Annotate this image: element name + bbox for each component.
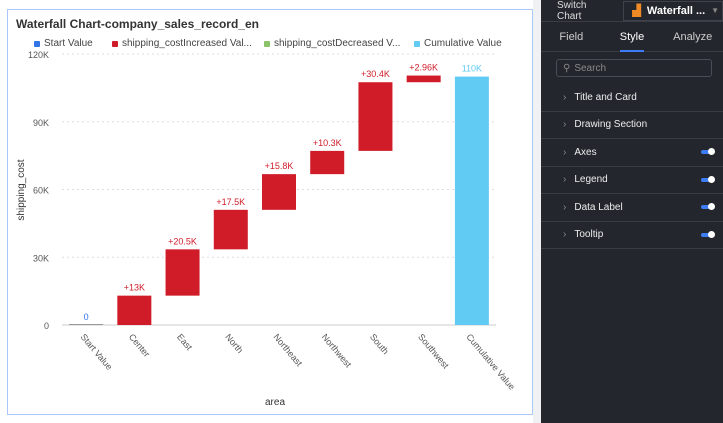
bar-northwest[interactable] <box>310 150 345 175</box>
section-label: Tooltip <box>574 229 604 241</box>
section-label: Data Label <box>574 201 623 213</box>
data-label: +13K <box>124 283 145 293</box>
data-label: +30.4K <box>361 69 390 79</box>
data-label: +20.5K <box>168 236 197 246</box>
bar-cumulative-value[interactable] <box>454 76 489 325</box>
config-panel: Switch Chart ▟ Waterfall ... ▼ Field Style… <box>541 0 723 423</box>
chart-title: Waterfall Chart-company_sales_record_en <box>16 17 259 31</box>
section-axes[interactable]: › Axes <box>541 139 723 167</box>
x-tick-label: Southwest <box>416 332 451 371</box>
data-label: +10.3K <box>313 138 342 148</box>
chevron-right-icon: › <box>563 91 567 103</box>
y-axis-title: shipping_cost <box>16 159 27 220</box>
section-title-and-card[interactable]: › Title and Card <box>541 84 723 112</box>
tab-style[interactable]: Style <box>602 22 663 52</box>
section-label: Drawing Section <box>574 119 648 131</box>
bar-east[interactable] <box>165 249 200 296</box>
legend-label: Start Value <box>44 38 93 49</box>
x-tick-label: Center <box>127 332 152 359</box>
bar-southwest[interactable] <box>406 75 441 83</box>
chart-card: Waterfall Chart-company_sales_record_en … <box>7 9 533 415</box>
y-tick-label: 0 <box>44 321 49 331</box>
search-input[interactable]: ⚲ Search <box>556 59 712 77</box>
chevron-right-icon: › <box>563 201 567 213</box>
section-tooltip[interactable]: › Tooltip <box>541 222 723 249</box>
waterfall-chart: 0 30K 60K 90K 120K 0 Start Value +13K Center +20.… <box>16 50 517 408</box>
toggle-switch[interactable] <box>701 148 715 156</box>
switch-chart-label: Switch Chart <box>557 0 587 22</box>
x-tick-label: South <box>368 332 391 356</box>
section-legend[interactable]: › Legend <box>541 167 723 194</box>
section-label: Title and Card <box>574 91 637 103</box>
tab-analyze[interactable]: Analyze <box>673 30 713 43</box>
chart-type-select[interactable]: ▟ Waterfall ... ▼ <box>623 0 723 21</box>
legend-marker <box>112 40 118 47</box>
tab-field[interactable]: Field <box>559 30 584 43</box>
data-label: +2.96K <box>409 63 438 73</box>
legend-decreased[interactable]: shipping_costDecreased V... <box>264 38 400 49</box>
data-label: 110K <box>462 64 482 74</box>
bar-northeast[interactable] <box>262 174 296 210</box>
legend-increased[interactable]: shipping_costIncreased Val... <box>112 38 252 49</box>
legend-label: shipping_costDecreased V... <box>274 38 401 49</box>
chevron-down-icon: ▼ <box>711 6 720 15</box>
data-label: +15.8K <box>265 161 294 171</box>
x-tick-label: Start Value <box>79 332 115 372</box>
section-label: Legend <box>574 174 608 186</box>
section-drawing-section[interactable]: › Drawing Section <box>541 112 723 139</box>
legend-marker <box>264 40 270 47</box>
chevron-right-icon: › <box>563 229 567 241</box>
legend-marker <box>414 40 420 47</box>
x-axis-title: area <box>265 397 285 408</box>
x-tick-label: East <box>175 332 195 353</box>
x-tick-label: Northeast <box>271 332 304 369</box>
x-tick-label: Northwest <box>320 332 354 370</box>
chevron-right-icon: › <box>563 146 567 158</box>
legend-start[interactable]: Start Value <box>34 38 93 49</box>
toggle-switch[interactable] <box>701 230 715 238</box>
chevron-right-icon: › <box>563 119 567 131</box>
y-tick-label: 120K <box>28 50 49 60</box>
y-tick-label: 60K <box>33 186 49 196</box>
waterfall-icon: ▟ <box>632 5 641 17</box>
section-label: Axes <box>574 146 597 158</box>
bar-north[interactable] <box>213 209 248 250</box>
chart-type-value: Waterfall ... <box>646 4 706 17</box>
bar-center[interactable] <box>117 295 152 325</box>
chevron-right-icon: › <box>563 174 567 186</box>
bar-south[interactable] <box>358 82 393 151</box>
x-tick-label: North <box>223 332 245 355</box>
x-tick-label: Cumulative Value <box>464 332 517 392</box>
search-icon: ⚲ <box>563 62 571 74</box>
toggle-switch[interactable] <box>701 175 715 183</box>
section-data-label[interactable]: › Data Label <box>541 194 723 222</box>
legend-cumulative[interactable]: Cumulative Value <box>414 38 502 49</box>
search-placeholder: Search <box>574 62 607 74</box>
legend-marker <box>34 40 40 47</box>
y-tick-label: 30K <box>33 253 49 263</box>
data-label: +17.5K <box>216 197 245 207</box>
data-label: 0 <box>84 312 89 322</box>
y-tick-label: 90K <box>33 118 49 128</box>
legend-label: shipping_costIncreased Val... <box>122 38 252 49</box>
bar-start-value[interactable] <box>69 324 104 325</box>
legend-label: Cumulative Value <box>424 38 502 49</box>
toggle-switch[interactable] <box>701 203 715 211</box>
scrollbar[interactable] <box>533 0 541 423</box>
